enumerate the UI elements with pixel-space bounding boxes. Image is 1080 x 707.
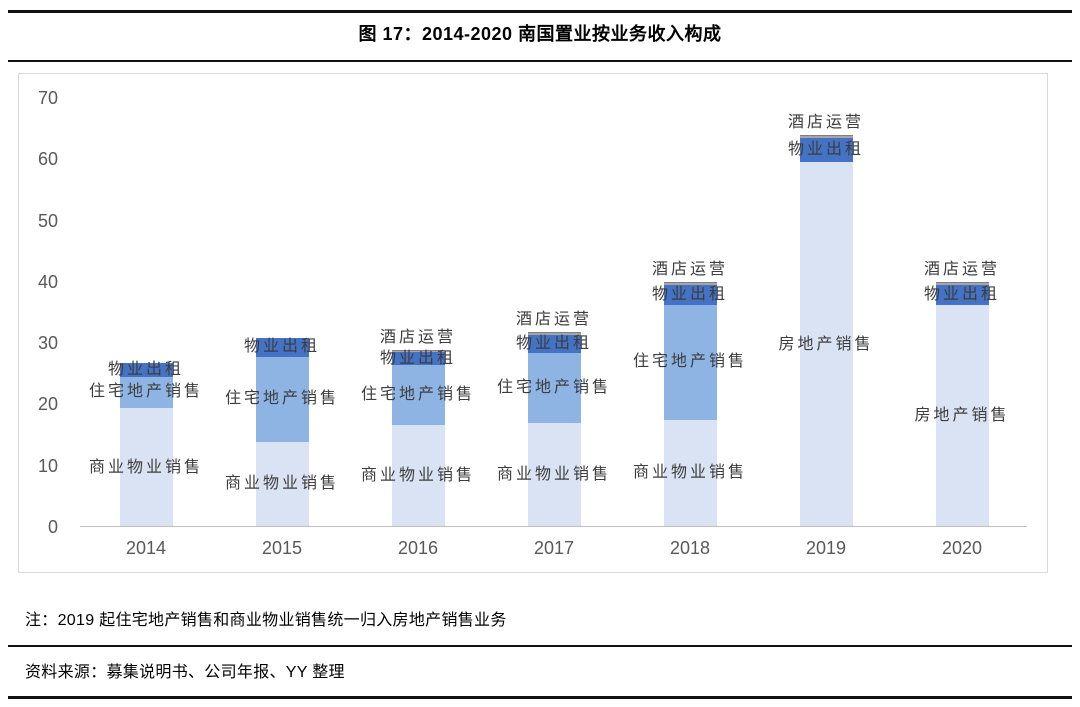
bar-segment-2014-dark [119,362,173,377]
bar-label-2019: 房地产销售 [778,335,874,353]
y-tick-10: 10 [37,455,58,476]
y-tick-50: 50 [37,210,58,231]
title-divider [8,60,1072,62]
x-tick-2014: 2014 [125,538,167,558]
bar-label-2014: 商业物业销售 [88,458,203,476]
bar-label-2020: 房地产销售 [914,407,1010,425]
bar-segment-2015-dark [255,338,309,357]
bar-label-2018: 商业物业销售 [632,464,747,482]
y-tick-70: 70 [37,88,58,108]
bar-segment-2016-gray [391,350,445,353]
top-divider [8,10,1072,13]
bar-label-2018: 物业出租 [651,286,728,304]
bar-segment-2017-dark [527,335,581,353]
bar-segment-2016-light [391,425,445,527]
x-tick-2016: 2016 [397,538,439,558]
bar-segment-2019-dark [799,137,853,163]
bar-segment-2014-light [119,408,173,527]
bar-segment-2018-dark [663,284,717,306]
y-tick-0: 0 [47,517,58,537]
x-tick-2017: 2017 [533,538,575,558]
bar-segment-2016-dark [391,352,445,366]
bar-label-2017: 物业出租 [515,335,592,353]
note-divider [8,645,1072,647]
bar-segment-2018-light [663,419,717,527]
x-axis-line [80,526,1027,527]
chart-title: 图 17：2014-2020 南国置业按业务收入构成 [358,24,722,44]
bar-label-2016: 物业出租 [379,349,456,367]
bar-label-2016: 住宅地产销售 [360,386,475,404]
bar-segment-2019-gray [799,134,853,138]
bar-label-2017: 酒店运营 [515,311,592,329]
source-line: 资料来源：募集说明书、公司年报、YY 整理 [25,664,345,681]
bar-label-2018: 酒店运营 [651,261,728,279]
bar-segment-2018-gray [663,282,717,285]
bar-label-2014: 住宅地产销售 [88,383,203,401]
bar-label-2017: 住宅地产销售 [496,379,611,397]
bar-segment-2018-medium [663,305,717,420]
y-tick-30: 30 [37,333,58,354]
bar-segment-2017-medium [527,352,581,424]
bar-label-2015: 商业物业销售 [224,475,339,493]
bar-label-2015: 物业出租 [243,338,320,356]
bar-segment-2017-light [527,423,581,527]
bar-label-2017: 商业物业销售 [496,466,611,484]
bar-segment-2016-medium [391,365,445,426]
y-tick-20: 20 [37,394,58,415]
y-tick-60: 60 [37,149,58,170]
bar-label-2020: 酒店运营 [923,260,1000,278]
x-tick-2018: 2018 [669,538,711,558]
x-tick-2015: 2015 [261,538,303,558]
bar-segment-2015-medium [255,356,309,442]
bar-segment-2020-light [935,305,989,527]
bar-label-2019: 酒店运营 [787,113,864,131]
bar-label-2016: 商业物业销售 [360,467,475,485]
bottom-divider [8,696,1072,699]
bar-segment-2015-light [255,441,309,527]
bar-segment-2019-light [799,162,853,527]
bar-label-2020: 物业出租 [923,286,1000,304]
bar-label-2014: 物业出租 [107,360,184,378]
bar-label-2019: 物业出租 [787,141,864,159]
bar-segment-2020-dark [935,284,989,306]
chart-note: 注：2019 起住宅地产销售和商业物业销售统一归入房地产销售业务 [25,612,507,629]
x-tick-2019: 2019 [805,538,847,558]
bar-label-2018: 住宅地产销售 [632,353,747,371]
bar-label-2016: 酒店运营 [379,329,456,347]
bar-segment-2014-medium [119,376,173,409]
bar-segment-2017-gray [527,332,581,336]
y-tick-40: 40 [37,271,58,292]
bar-label-2015: 住宅地产销售 [224,390,339,408]
bar-segment-2020-gray [935,281,989,285]
x-tick-2020: 2020 [941,538,983,558]
